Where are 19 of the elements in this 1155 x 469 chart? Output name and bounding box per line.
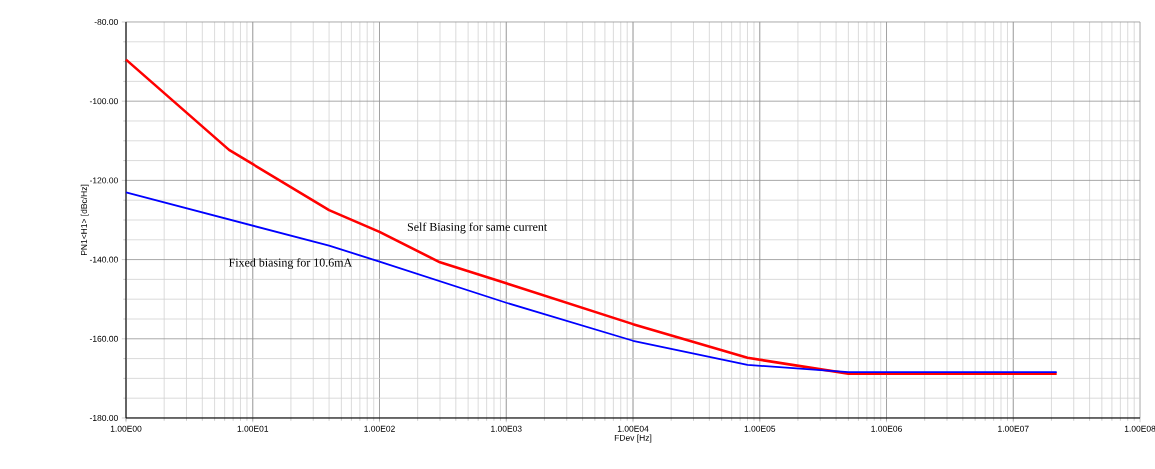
- x-tick-label: 1.00E05: [744, 425, 776, 432]
- x-tick-label: 1.00E02: [364, 425, 395, 432]
- x-tick-label: 1.00E07: [998, 425, 1029, 432]
- y-tick-label: -100.00: [89, 98, 118, 105]
- y-tick-label: -180.00: [89, 414, 118, 421]
- y-tick-label: -80.00: [94, 18, 118, 25]
- x-tick-label: 1.00E08: [1124, 425, 1155, 432]
- x-tick-label: 1.00E06: [871, 425, 902, 432]
- x-axis-title: FDev [Hz]: [614, 434, 652, 443]
- x-tick-label: 1.00E04: [617, 425, 649, 432]
- y-tick-label: -120.00: [89, 177, 118, 184]
- annotation: Self Biasing for same current: [407, 222, 548, 234]
- y-axis-title: PN1<H1> [dBc/Hz]: [80, 184, 89, 256]
- x-tick-label: 1.00E03: [491, 425, 522, 432]
- y-tick-label: -140.00: [89, 256, 118, 263]
- x-tick-label: 1.00E01: [237, 425, 269, 432]
- annotation: Fixed biasing for 10.6mA: [228, 258, 353, 270]
- x-tick-label: 1.00E00: [110, 425, 142, 432]
- y-tick-label: -160.00: [89, 335, 118, 342]
